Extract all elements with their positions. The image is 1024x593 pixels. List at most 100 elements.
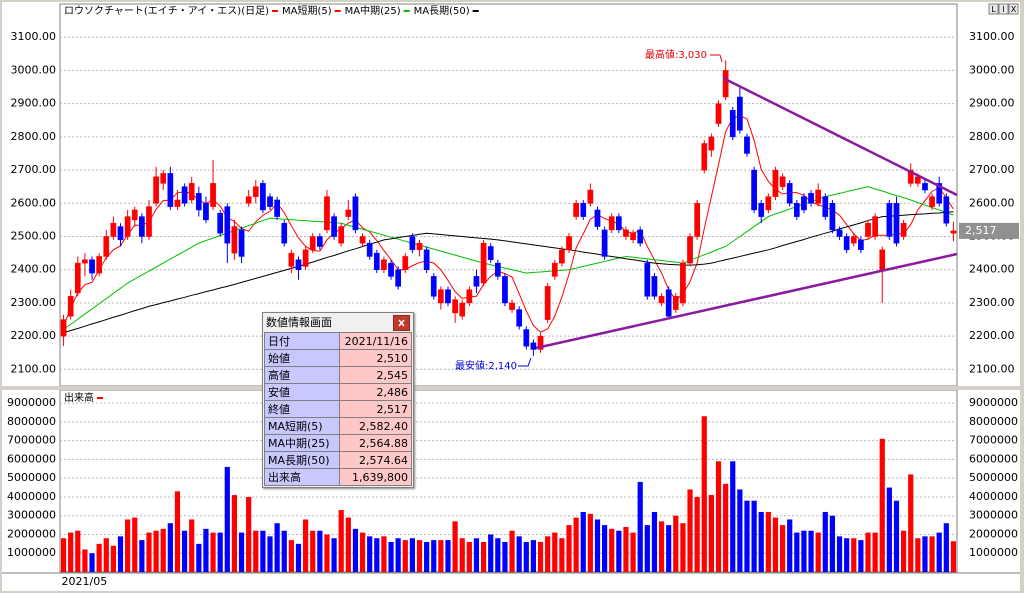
volume-bar <box>60 538 67 572</box>
y-tick-label: 2600.00 <box>11 196 57 209</box>
volume-bar <box>117 536 124 572</box>
candle-body <box>601 229 608 257</box>
candle-body <box>459 302 466 317</box>
candle-body <box>808 193 814 204</box>
candle-body <box>67 296 74 317</box>
candle-body <box>523 329 530 347</box>
candle-body <box>737 96 743 131</box>
info-row: MA短期(5) 2,582.40 <box>264 417 412 435</box>
candle-body <box>295 259 302 270</box>
candle-body <box>779 176 786 187</box>
volume-bar <box>566 525 572 572</box>
candle-body <box>217 213 224 234</box>
legend-label: MA長期(50) <box>414 5 470 17</box>
candle-body <box>224 206 231 244</box>
y-tick-label-right: 2700.00 <box>969 163 1015 176</box>
info-value: 2,510 <box>339 349 412 367</box>
info-key: 安値 <box>264 383 340 401</box>
volume-bar <box>153 530 159 572</box>
volume-tick-label-right: 8000000 <box>969 415 1018 428</box>
volume-bar <box>666 525 672 572</box>
info-popup: 数値情報画面 日付 2021/11/16 始値 2,510 高値 2,545 安値 2,486… <box>262 312 414 488</box>
volume-bar <box>630 532 636 572</box>
volume-bar <box>424 541 430 572</box>
candle-body <box>388 262 394 277</box>
candle-body <box>324 196 330 231</box>
volume-bar <box>267 536 273 572</box>
volume-bar <box>815 532 821 572</box>
candle-body <box>708 136 715 151</box>
y-tick-label: 2100.00 <box>11 362 57 375</box>
volume-bar <box>616 530 622 572</box>
volume-bar <box>509 530 515 572</box>
candle-body <box>665 289 672 317</box>
candle-body <box>260 183 266 211</box>
volume-bar <box>502 541 508 572</box>
candle-body <box>687 236 693 264</box>
candle-body <box>744 136 750 154</box>
chart-title: ロウソクチャート(エイチ・アイ・エス)(日足) <box>64 5 269 17</box>
volume-tick-label: 4000000 <box>7 490 56 503</box>
candle-body <box>110 222 117 237</box>
candle-body <box>509 302 515 310</box>
info-value: 2,486 <box>339 383 412 401</box>
legend-label: MA中期(25) <box>345 4 401 17</box>
candle-body <box>900 222 907 237</box>
volume-bar <box>865 532 871 572</box>
info-row: 始値 2,510 <box>264 349 412 367</box>
candle-body <box>559 249 565 264</box>
candle-body <box>267 196 273 207</box>
candle-body <box>772 169 779 197</box>
volume-bar <box>545 536 551 572</box>
annotation: 最安値:2,140 <box>455 359 517 372</box>
y-tick-label: 2300.00 <box>11 296 57 309</box>
candle-body <box>473 276 480 287</box>
window-button[interactable] <box>1008 3 1019 15</box>
volume-bar <box>723 483 729 572</box>
volume-bar <box>808 530 814 572</box>
y-tick-label: 2700.00 <box>11 163 57 176</box>
candle-body <box>907 169 914 184</box>
volume-bar <box>943 523 949 572</box>
candle-body <box>722 70 729 98</box>
candle-body <box>231 226 238 254</box>
y-tick-label: 2400.00 <box>11 263 57 276</box>
candle-body <box>402 256 409 270</box>
y-tick-label-right: 2200.00 <box>969 329 1015 342</box>
info-value: 2021/11/16 <box>339 332 412 350</box>
candle-body <box>103 236 110 257</box>
volume-bar <box>602 525 608 572</box>
window-button[interactable] <box>998 3 1009 15</box>
volume-tick-label-right: 1000000 <box>969 546 1018 559</box>
window-button[interactable] <box>988 3 999 15</box>
candle-body <box>865 222 871 237</box>
volume-bar <box>637 481 643 572</box>
volume-bar <box>516 536 522 572</box>
volume-bar <box>559 538 565 572</box>
volume-bar <box>794 532 800 572</box>
candle-body <box>288 252 295 267</box>
volume-bar <box>288 540 294 572</box>
candle-body <box>922 183 928 191</box>
candle-body <box>252 186 259 197</box>
volume-tick-label: 3000000 <box>7 509 56 522</box>
volume-tick-label: 5000000 <box>7 471 56 484</box>
candle-body <box>893 203 900 244</box>
y-tick-label-right: 2800.00 <box>969 130 1015 143</box>
candle-body <box>338 226 345 244</box>
candle-body <box>423 249 430 270</box>
close-button[interactable] <box>393 315 410 331</box>
candle-body <box>801 196 807 211</box>
volume-bar <box>694 496 700 572</box>
candle-body <box>608 216 615 231</box>
candle-body <box>203 203 209 221</box>
candle-body <box>658 296 665 304</box>
candle-body <box>381 259 387 270</box>
info-key: MA短期(5) <box>264 417 340 435</box>
volume-bar <box>737 489 743 572</box>
volume-bar <box>295 543 302 572</box>
y-tick-label-right: 2600.00 <box>969 196 1015 209</box>
volume-bar <box>651 511 658 572</box>
